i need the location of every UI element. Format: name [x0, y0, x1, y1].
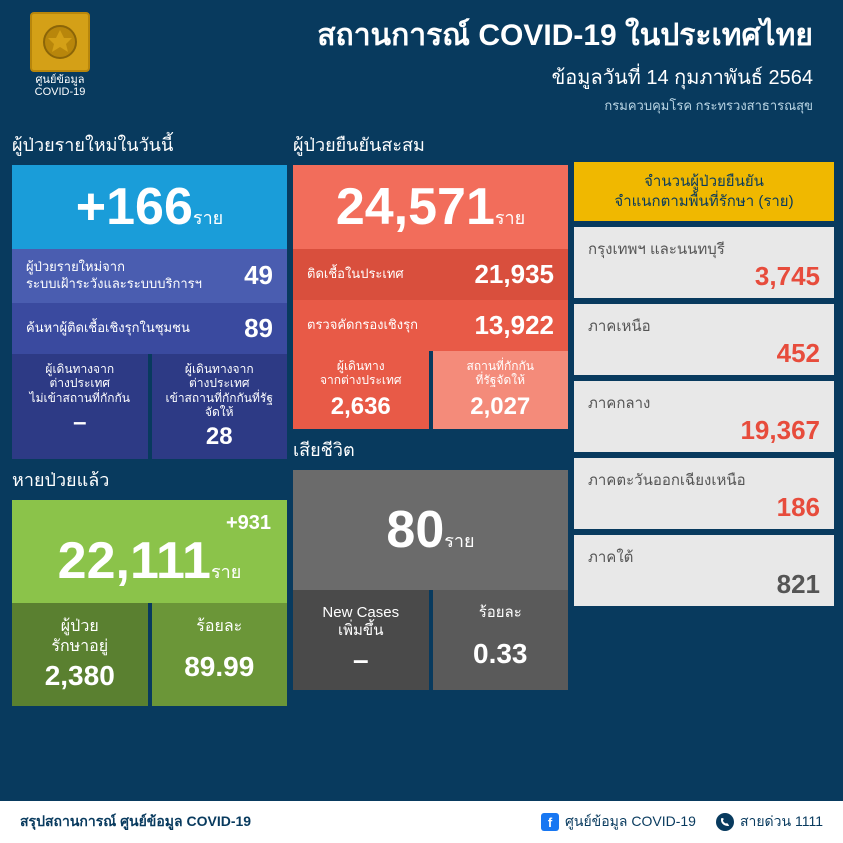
region-row: ภาคใต้821	[574, 535, 834, 606]
region-value: 452	[588, 338, 820, 369]
nc-split-right-label: ผู้เดินทางจาก ต่างประเทศ เข้าสถานที่กักก…	[162, 362, 278, 420]
confirmed-unit: ราย	[495, 208, 525, 228]
main-grid: ผู้ป่วยรายใหม่ในวันนี้ +166ราย ผู้ป่วยรา…	[0, 124, 843, 712]
cf-row2-value: 13,922	[474, 310, 554, 341]
main-title: สถานการณ์ COVID-19 ในประเทศไทย	[100, 12, 813, 59]
new-cases-main: +166ราย	[12, 165, 287, 249]
confirmed-row2: ตรวจคัดกรองเชิงรุก 13,922	[293, 300, 568, 351]
rec-split-left: ผู้ป่วย รักษาอยู่ 2,380	[12, 603, 148, 705]
nc-row1-label: ผู้ป่วยรายใหม่จาก ระบบเฝ้าระวังและระบบบร…	[26, 259, 202, 293]
region-row: ภาคตะวันออกเฉียงเหนือ186	[574, 458, 834, 529]
cf-split-left: ผู้เดินทาง จากต่างประเทศ 2,636	[293, 351, 429, 429]
region-name: ภาคกลาง	[588, 391, 820, 415]
cf-row1-label: ติดเชื้อในประเทศ	[307, 266, 404, 283]
nc-split-right-value: 28	[162, 423, 278, 451]
region-value: 3,745	[588, 261, 820, 292]
regions-list: กรุงเทพฯ และนนทบุรี3,745ภาคเหนือ452ภาคกล…	[574, 227, 834, 606]
deaths-title: เสียชีวิต	[293, 435, 568, 464]
deaths-unit: ราย	[444, 531, 474, 551]
cf-split-right-value: 2,027	[443, 393, 559, 421]
department-label: กรมควบคุมโรค กระทรวงสาธารณสุข	[100, 95, 813, 116]
nc-row2-value: 89	[244, 313, 273, 344]
dt-split-right: ร้อยละ 0.33	[433, 590, 569, 690]
nc-row1-value: 49	[244, 260, 273, 291]
new-cases-title: ผู้ป่วยรายใหม่ในวันนี้	[12, 130, 287, 159]
dt-split-right-label: ร้อยละ	[447, 604, 555, 634]
region-name: ภาคเหนือ	[588, 314, 820, 338]
recovered-title: หายป่วยแล้ว	[12, 465, 287, 494]
rec-split-right-value: 89.99	[166, 651, 274, 683]
logo-block: ศูนย์ข้อมูล COVID-19	[20, 12, 100, 98]
cf-split-right: สถานที่กักกัน ที่รัฐจัดให้ 2,027	[433, 351, 569, 429]
region-row: ภาคกลาง19,367	[574, 381, 834, 452]
dt-split-left: New Cases เพิ่มขึ้น –	[293, 590, 429, 690]
confirmed-title: ผู้ป่วยยืนยันสะสม	[293, 130, 568, 159]
nc-split-left-value: –	[22, 409, 138, 437]
cf-row2-label: ตรวจคัดกรองเชิงรุก	[307, 317, 418, 334]
nc-split-right: ผู้เดินทางจาก ต่างประเทศ เข้าสถานที่กักก…	[152, 354, 288, 460]
regions-header: จำนวนผู้ป่วยยืนยัน จำแนกตามพื้นที่รักษา …	[574, 162, 834, 221]
nc-split-left: ผู้เดินทางจาก ต่างประเทศ ไม่เข้าสถานที่ก…	[12, 354, 148, 460]
new-cases-block: ผู้ป่วยรายใหม่ในวันนี้ +166ราย ผู้ป่วยรา…	[12, 130, 287, 459]
confirmed-row1: ติดเชื้อในประเทศ 21,935	[293, 249, 568, 300]
region-name: ภาคตะวันออกเฉียงเหนือ	[588, 468, 820, 492]
new-cases-value: +166	[76, 178, 193, 236]
nc-row2-label: ค้นหาผู้ติดเชื้อเชิงรุกในชุมชน	[26, 320, 190, 337]
footer-right: fศูนย์ข้อมูล COVID-19 สายด่วน 1111	[541, 811, 823, 833]
region-name: กรุงเทพฯ และนนทบุรี	[588, 237, 820, 261]
cf-split-left-label: ผู้เดินทาง จากต่างประเทศ	[303, 359, 419, 389]
dt-split-left-value: –	[307, 644, 415, 676]
deaths-block: เสียชีวิต 80ราย New Cases เพิ่มขึ้น – ร้…	[293, 435, 568, 690]
deaths-split: New Cases เพิ่มขึ้น – ร้อยละ 0.33	[293, 590, 568, 690]
footer-left: สรุปสถานการณ์ ศูนย์ข้อมูล COVID-19	[20, 811, 251, 833]
new-cases-row2: ค้นหาผู้ติดเชื้อเชิงรุกในชุมชน 89	[12, 303, 287, 354]
confirmed-main: 24,571ราย	[293, 165, 568, 249]
footer-fb: fศูนย์ข้อมูล COVID-19	[541, 811, 696, 833]
rec-split-right-label: ร้อยละ	[166, 617, 274, 647]
region-row: ภาคเหนือ452	[574, 304, 834, 375]
confirmed-value: 24,571	[336, 178, 495, 236]
new-cases-row1: ผู้ป่วยรายใหม่จาก ระบบเฝ้าระวังและระบบบร…	[12, 249, 287, 303]
rec-split-left-value: 2,380	[26, 660, 134, 692]
column-2: ผู้ป่วยยืนยันสะสม 24,571ราย ติดเชื้อในปร…	[293, 130, 568, 706]
cf-row1-value: 21,935	[474, 259, 554, 290]
date-subtitle: ข้อมูลวันที่ 14 กุมภาพันธ์ 2564	[100, 61, 813, 93]
confirmed-block: ผู้ป่วยยืนยันสะสม 24,571ราย ติดเชื้อในปร…	[293, 130, 568, 429]
new-cases-unit: ราย	[193, 208, 223, 228]
region-value: 19,367	[588, 415, 820, 446]
column-3: จำนวนผู้ป่วยยืนยัน จำแนกตามพื้นที่รักษา …	[574, 130, 834, 706]
region-value: 821	[588, 569, 820, 600]
deaths-value: 80	[386, 501, 444, 559]
recovered-block: หายป่วยแล้ว +931 22,111ราย ผู้ป่วย รักษา…	[12, 465, 287, 705]
footer: สรุปสถานการณ์ ศูนย์ข้อมูล COVID-19 fศูนย…	[0, 801, 843, 843]
region-row: กรุงเทพฯ และนนทบุรี3,745	[574, 227, 834, 298]
recovered-value: 22,111	[58, 532, 211, 590]
logo-label-1: ศูนย์ข้อมูล	[20, 74, 100, 86]
confirmed-split: ผู้เดินทาง จากต่างประเทศ 2,636 สถานที่กั…	[293, 351, 568, 429]
title-block: สถานการณ์ COVID-19 ในประเทศไทย ข้อมูลวัน…	[100, 12, 823, 116]
footer-phone: สายด่วน 1111	[716, 811, 823, 833]
facebook-icon: f	[541, 813, 559, 831]
recovered-unit: ราย	[211, 562, 241, 582]
logo-label-2: COVID-19	[20, 86, 100, 98]
cf-split-left-value: 2,636	[303, 393, 419, 421]
emblem-icon	[30, 12, 90, 72]
new-cases-split: ผู้เดินทางจาก ต่างประเทศ ไม่เข้าสถานที่ก…	[12, 354, 287, 460]
dt-split-left-label: New Cases เพิ่มขึ้น	[307, 604, 415, 640]
rec-split-left-label: ผู้ป่วย รักษาอยู่	[26, 617, 134, 655]
rec-split-right: ร้อยละ 89.99	[152, 603, 288, 705]
cf-split-right-label: สถานที่กักกัน ที่รัฐจัดให้	[443, 359, 559, 389]
phone-icon	[716, 813, 734, 831]
region-value: 186	[588, 492, 820, 523]
region-name: ภาคใต้	[588, 545, 820, 569]
recovered-main: +931 22,111ราย	[12, 500, 287, 603]
recovered-split: ผู้ป่วย รักษาอยู่ 2,380 ร้อยละ 89.99	[12, 603, 287, 705]
nc-split-left-label: ผู้เดินทางจาก ต่างประเทศ ไม่เข้าสถานที่ก…	[22, 362, 138, 405]
dt-split-right-value: 0.33	[447, 638, 555, 670]
column-1: ผู้ป่วยรายใหม่ในวันนี้ +166ราย ผู้ป่วยรา…	[12, 130, 287, 706]
deaths-main: 80ราย	[293, 470, 568, 590]
header: ศูนย์ข้อมูล COVID-19 สถานการณ์ COVID-19 …	[0, 0, 843, 124]
